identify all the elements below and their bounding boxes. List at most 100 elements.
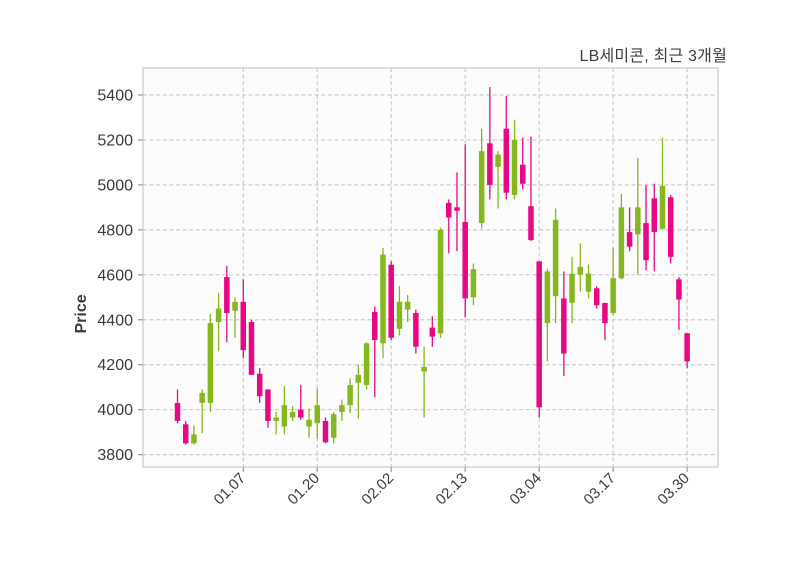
candle-body xyxy=(602,302,608,324)
candle xyxy=(437,227,444,338)
candle-body xyxy=(182,424,189,444)
candle xyxy=(421,346,427,418)
candle-body xyxy=(224,277,230,314)
candle-body xyxy=(503,128,510,193)
x-tick-label: 01.20 xyxy=(284,470,323,509)
candle xyxy=(643,184,649,271)
candle xyxy=(207,314,214,412)
candle xyxy=(667,195,674,264)
candle xyxy=(429,316,436,347)
y-tick-label: 5200 xyxy=(97,132,133,149)
candle xyxy=(355,364,362,419)
candle xyxy=(215,292,222,352)
candle-body xyxy=(626,232,633,247)
candle xyxy=(577,243,584,292)
y-tick-label: 4200 xyxy=(97,357,133,374)
candle xyxy=(503,96,510,200)
candle xyxy=(363,342,370,390)
candle-body xyxy=(446,202,452,218)
candle-body xyxy=(511,139,518,196)
candle xyxy=(396,286,403,336)
plot-border xyxy=(142,67,719,468)
y-axis-title: Price xyxy=(73,294,90,333)
x-tick-label: 02.13 xyxy=(432,470,471,509)
candle xyxy=(561,271,567,376)
x-axis-labels: 01.07 01.20 02.02 02.13 03.04 03.17 03.30 xyxy=(211,470,693,509)
candle-body xyxy=(593,288,600,306)
candle xyxy=(635,157,641,275)
candle xyxy=(454,172,460,252)
candle-body xyxy=(396,301,403,329)
candle xyxy=(446,199,452,254)
candle-body xyxy=(273,417,279,421)
candle-body xyxy=(667,197,674,257)
candle xyxy=(289,406,296,421)
candle xyxy=(544,269,551,362)
candle xyxy=(388,261,394,340)
candle xyxy=(314,388,320,439)
x-tick-label: 02.02 xyxy=(358,470,397,509)
candle-body xyxy=(561,298,567,354)
candle xyxy=(232,297,238,338)
candle-body xyxy=(372,311,378,340)
candle-body xyxy=(232,301,238,311)
x-tick-label: 03.04 xyxy=(506,470,545,509)
candle-body xyxy=(429,327,436,337)
chart-title: LB세미콘, 최근 3개월 xyxy=(579,48,727,65)
y-tick-label: 4000 xyxy=(97,402,133,419)
candle-body xyxy=(207,323,214,403)
candle-body xyxy=(437,229,444,334)
candle xyxy=(593,286,600,309)
tick-marks xyxy=(138,94,688,472)
candle xyxy=(462,144,468,318)
candle-body xyxy=(643,223,649,261)
candle-body xyxy=(298,409,304,418)
candle-body xyxy=(380,254,386,344)
candle-body xyxy=(536,261,542,408)
candle xyxy=(199,389,205,434)
candle xyxy=(339,399,345,421)
candle xyxy=(470,263,477,306)
candle-body xyxy=(569,273,575,303)
candle-body xyxy=(191,434,197,444)
candle xyxy=(684,333,690,369)
candle-body xyxy=(495,154,501,167)
candle xyxy=(487,87,493,200)
candle xyxy=(330,411,337,444)
candle-body xyxy=(265,389,271,421)
candle xyxy=(602,302,608,340)
candle xyxy=(626,207,633,252)
candle-body xyxy=(577,266,584,275)
candle-body xyxy=(174,402,181,421)
y-tick-label: 5000 xyxy=(97,177,133,194)
candle xyxy=(372,306,378,398)
candle-body xyxy=(404,301,411,310)
candle xyxy=(659,137,666,230)
candle xyxy=(478,128,485,229)
candle-body xyxy=(478,151,485,224)
candle xyxy=(191,425,197,445)
y-tick-label: 4800 xyxy=(97,222,133,239)
candle xyxy=(281,386,288,435)
candle-body xyxy=(363,343,370,385)
candle-body xyxy=(519,164,526,184)
y-axis-labels: 3800 4000 4200 4400 4600 4800 5000 5200 5400 xyxy=(97,87,133,464)
candle xyxy=(552,208,559,324)
x-tick-label: 03.30 xyxy=(654,470,693,509)
candle-body xyxy=(421,366,427,372)
candle xyxy=(536,261,542,418)
candle-body xyxy=(544,271,551,324)
candle-body xyxy=(676,279,682,300)
candle xyxy=(322,417,329,444)
candle-body xyxy=(659,186,666,229)
candle-body xyxy=(199,392,205,403)
candle xyxy=(380,247,386,358)
candle xyxy=(618,193,625,280)
candle-body xyxy=(635,207,641,235)
candle-body xyxy=(684,333,690,362)
candle-body xyxy=(330,414,337,438)
candle-body xyxy=(618,207,625,279)
candle-body xyxy=(487,143,493,185)
